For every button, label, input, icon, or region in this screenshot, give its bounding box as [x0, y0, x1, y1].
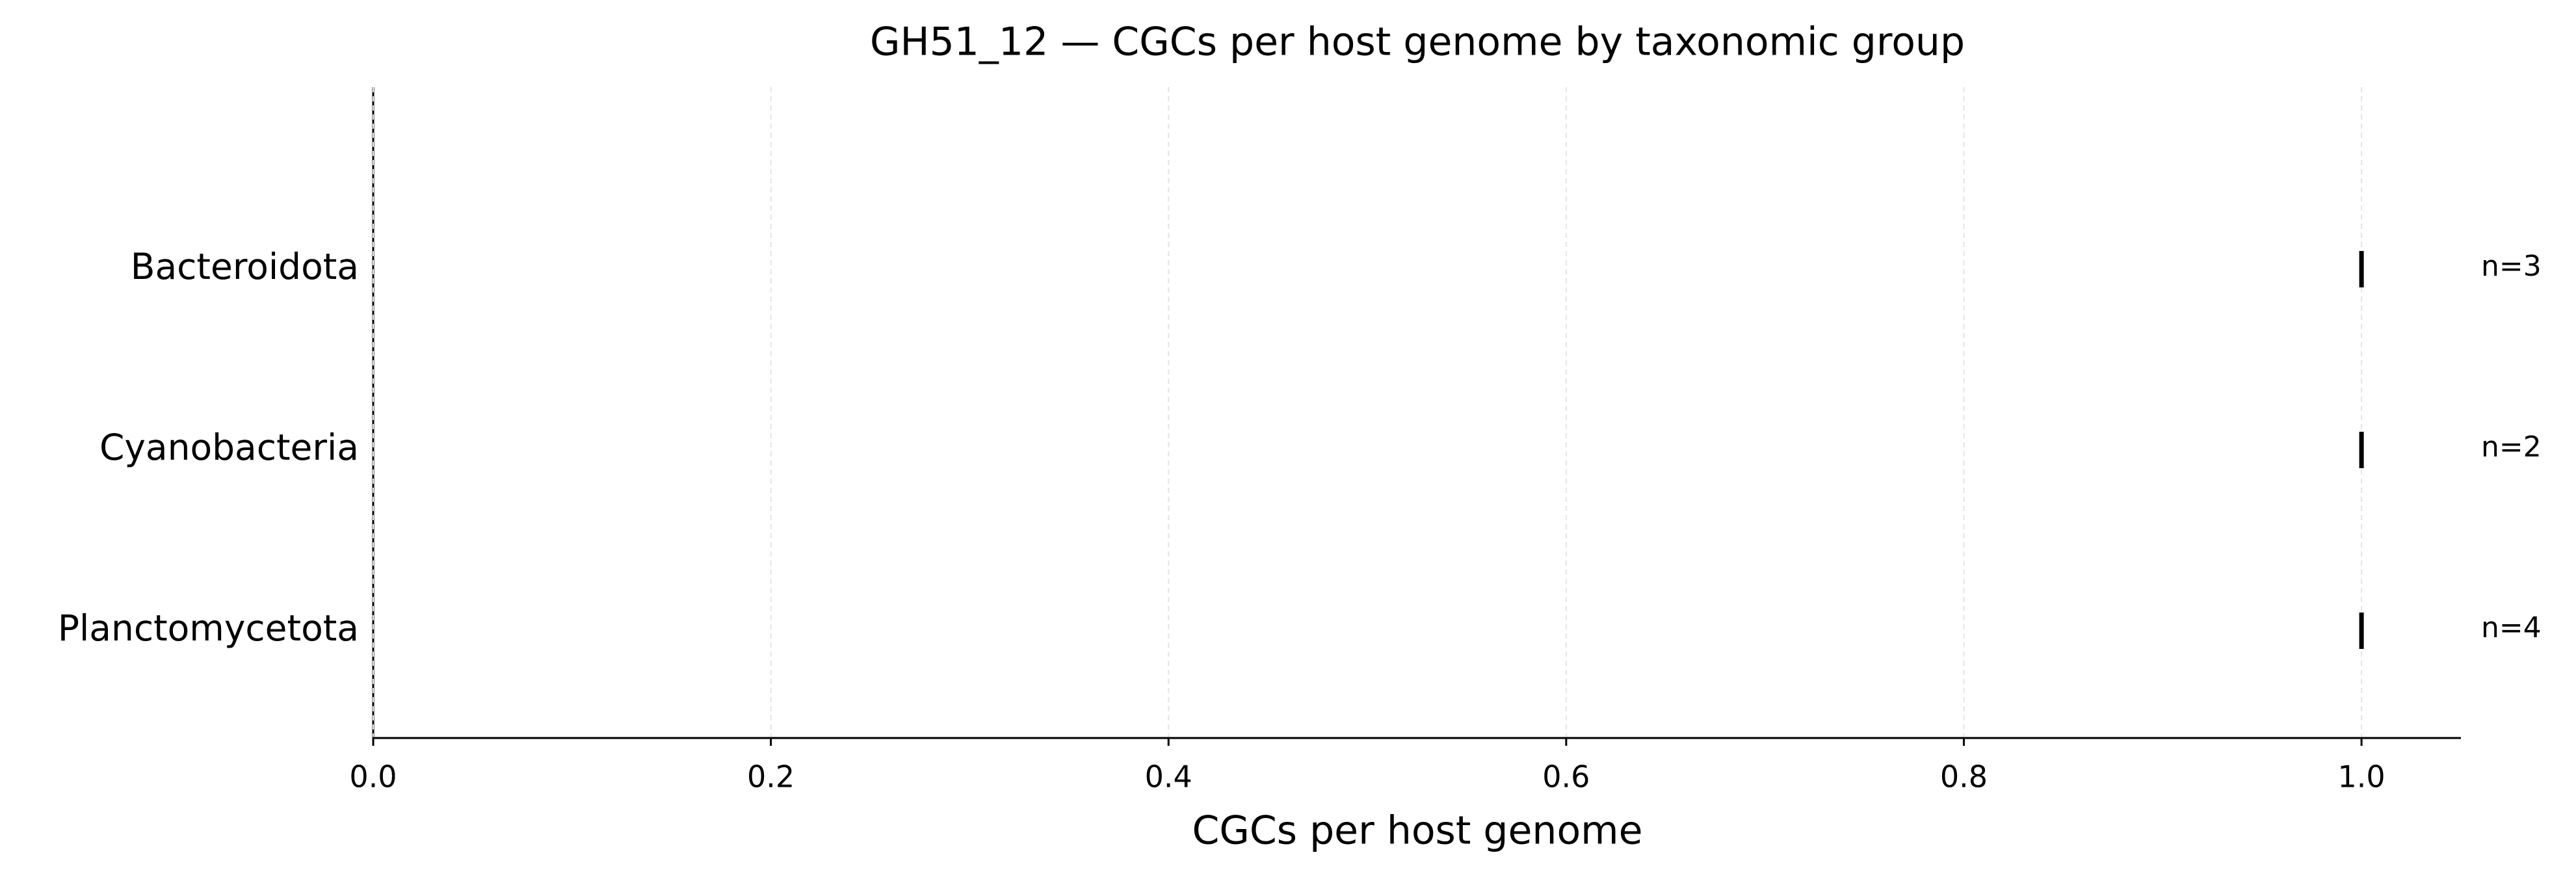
count-annotation: n=4 — [2481, 611, 2542, 644]
chart-title: GH51_12 — CGCs per host genome by taxono… — [870, 20, 1965, 65]
y-tick-label: Planctomycetota — [58, 607, 359, 649]
x-tick-label: 0.0 — [349, 759, 397, 795]
x-tick-label: 1.0 — [2338, 759, 2385, 795]
count-annotation: n=3 — [2481, 250, 2542, 283]
count-annotation: n=2 — [2481, 430, 2542, 464]
x-axis-label: CGCs per host genome — [1192, 808, 1642, 854]
x-tick-label: 0.8 — [1940, 759, 1988, 795]
y-tick-label: Cyanobacteria — [99, 427, 359, 468]
y-tick-label: Bacteroidota — [131, 246, 359, 287]
x-tick-label: 0.6 — [1542, 759, 1590, 795]
x-tick-label: 0.2 — [747, 759, 795, 795]
x-tick-label: 0.4 — [1145, 759, 1192, 795]
